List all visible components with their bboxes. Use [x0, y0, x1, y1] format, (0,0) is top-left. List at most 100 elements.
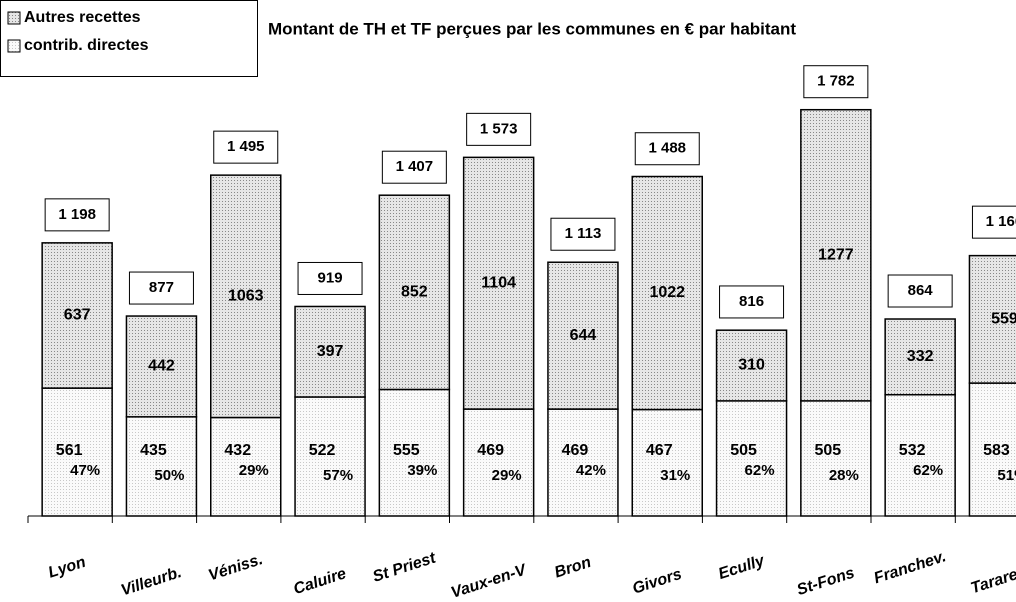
segment-label: 469 — [562, 442, 589, 459]
total-box — [381, 150, 447, 184]
share-label: 29% — [239, 462, 269, 479]
segment-label: 637 — [64, 307, 91, 324]
total-label: 1 407 — [396, 158, 434, 175]
total-label: 1 198 — [58, 206, 96, 223]
total-label: 1 488 — [648, 140, 686, 157]
bar-segment — [968, 382, 1016, 517]
total-label: 1 573 — [480, 120, 518, 137]
total-label: 1 782 — [817, 73, 855, 90]
x-tick-label: Bron — [552, 554, 593, 582]
bar-segment — [800, 400, 872, 517]
share-label: 47% — [70, 462, 100, 479]
bar-segment — [800, 108, 872, 402]
segment-label: 397 — [317, 343, 344, 360]
legend-label: Autres recettes — [24, 9, 141, 26]
x-tick-label: Tarare — [969, 566, 1016, 597]
total-label: 1 166 — [986, 213, 1016, 230]
segment-label: 555 — [393, 442, 420, 459]
chart-title: Montant de TH et TF perçues par les comm… — [268, 19, 796, 38]
share-label: 51% — [997, 467, 1016, 484]
total-box — [634, 132, 700, 166]
x-tick-label: St-Fons — [795, 564, 857, 599]
share-label: 50% — [154, 467, 184, 484]
share-label: 62% — [913, 462, 943, 479]
segment-label: 561 — [56, 442, 83, 459]
share-label: 39% — [407, 462, 437, 479]
share-label: 28% — [829, 467, 859, 484]
x-tick-label: Lyon — [46, 554, 88, 582]
segment-label: 1104 — [481, 274, 516, 291]
bar-segment — [462, 156, 535, 410]
segment-label: 310 — [738, 357, 765, 374]
bar-segment — [547, 261, 619, 410]
total-box — [719, 285, 785, 319]
segment-label: 1022 — [649, 284, 685, 301]
x-tick-label: Villeurb. — [119, 564, 184, 600]
segment-label: 332 — [907, 348, 934, 365]
bar-segment — [125, 416, 198, 517]
x-tick-label: Ecully — [716, 552, 767, 583]
legend-swatch — [7, 11, 21, 25]
bar-segment — [631, 175, 703, 411]
total-box — [550, 217, 616, 251]
bar-segment — [378, 388, 451, 517]
share-label: 57% — [323, 467, 353, 484]
bar-segment — [41, 387, 113, 517]
total-box — [887, 274, 953, 308]
segment-label: 467 — [646, 442, 673, 459]
total-label: 1 113 — [565, 225, 602, 242]
segment-label: 1277 — [818, 247, 854, 264]
bar-segment — [41, 242, 113, 389]
segment-label: 522 — [309, 442, 336, 459]
segment-label: 505 — [730, 442, 757, 459]
total-label: 1 495 — [227, 138, 265, 155]
total-label: 816 — [739, 293, 764, 310]
total-label: 919 — [318, 269, 343, 286]
bar-segment — [210, 416, 282, 517]
x-tick-label: Franchev. — [872, 548, 948, 587]
x-tick-label: Vaux-en-V — [449, 561, 529, 602]
legend-swatch — [7, 39, 21, 53]
segment-label: 469 — [477, 442, 504, 459]
total-box — [128, 271, 194, 305]
segment-label: 505 — [814, 442, 841, 459]
x-tick-label: Véniss. — [206, 551, 265, 584]
bar-segment — [294, 305, 366, 398]
share-label: 62% — [745, 462, 775, 479]
x-tick-label: St Priest — [371, 549, 439, 585]
segment-label: 559 — [991, 311, 1016, 328]
segment-label: 432 — [224, 442, 251, 459]
bar-segment — [210, 174, 282, 419]
total-box — [466, 112, 532, 146]
legend-label: contrib. directes — [24, 37, 149, 54]
total-box — [213, 130, 279, 164]
x-tick-label: Givors — [630, 566, 684, 598]
x-tick-label: Caluire — [292, 565, 349, 598]
bar-segment — [631, 408, 703, 517]
share-label: 42% — [576, 462, 606, 479]
share-label: 31% — [660, 467, 690, 484]
bar-segment — [715, 400, 788, 517]
total-box — [971, 205, 1016, 239]
bar-segment — [968, 254, 1016, 384]
segment-label: 644 — [570, 327, 597, 344]
share-label: 29% — [492, 467, 522, 484]
segment-label: 1063 — [228, 288, 264, 305]
bar-segment — [125, 315, 198, 418]
segment-label: 532 — [899, 442, 926, 459]
bar-segment — [715, 329, 788, 402]
total-label: 864 — [908, 282, 934, 299]
total-box — [297, 261, 363, 295]
segment-label: 442 — [148, 358, 175, 375]
segment-label: 435 — [140, 442, 167, 459]
bar-segment — [462, 408, 535, 517]
bar-segment — [378, 194, 451, 391]
legend-box — [0, 0, 258, 77]
total-box — [44, 198, 110, 232]
segment-label: 583 — [983, 442, 1010, 459]
segment-label: 852 — [401, 284, 428, 301]
total-label: 877 — [149, 279, 174, 296]
bar-segment — [884, 318, 956, 396]
